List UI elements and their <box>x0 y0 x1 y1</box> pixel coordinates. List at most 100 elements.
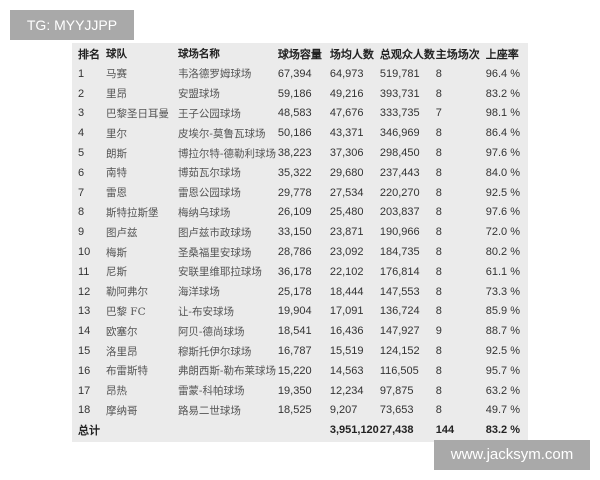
table-cell: 博茹瓦尔球场 <box>177 167 241 180</box>
table-cell: 8 <box>435 364 442 377</box>
table-cell: 勒阿弗尔 <box>105 286 148 299</box>
table-cell: 92.5 % <box>485 345 520 358</box>
table-cell: 96.4 % <box>485 67 520 80</box>
table-row: 15 洛里昂 穆斯托伊尔球场 16,787 15,519 124,152 8 92.5 % <box>72 341 528 361</box>
table-cell: 8 <box>435 305 442 318</box>
table-cell: 18,541 <box>277 325 312 338</box>
table-cell: 83.2 % <box>485 87 520 100</box>
table-cell: 28,786 <box>277 246 312 259</box>
table-cell: 73,653 <box>379 404 414 417</box>
table-cell: 36,178 <box>277 265 312 278</box>
table-cell: 88.7 % <box>485 325 520 338</box>
column-header: 上座率 <box>485 48 519 61</box>
table-cell: 13 <box>78 305 91 318</box>
table-cell: 图卢兹 <box>105 226 138 239</box>
table-cell: 18,525 <box>277 404 312 417</box>
table-cell: 8 <box>435 206 442 219</box>
total-row: 总计 3,951,120 27,438 144 83.2 % <box>72 420 528 440</box>
table-cell: 穆斯托伊尔球场 <box>177 345 252 358</box>
watermark-top: TG: MYYJJPP <box>10 10 134 40</box>
column-header: 球场容量 <box>277 48 322 61</box>
table-cell: 237,443 <box>379 166 420 179</box>
table-cell: 8 <box>435 166 442 179</box>
table-cell: 韦洛德罗姆球场 <box>177 68 252 81</box>
table-cell: 16,436 <box>329 325 364 338</box>
table-cell: 346,969 <box>379 127 420 140</box>
table-cell: 雷蒙-科帕球场 <box>177 385 245 398</box>
column-header: 球场名称 <box>177 48 220 60</box>
table-cell: 11 <box>78 265 90 278</box>
table-cell: 4 <box>78 127 85 140</box>
table-cell: 斯特拉斯堡 <box>105 206 159 219</box>
table-cell: 南特 <box>105 167 127 180</box>
table-row: 17 昂热 雷蒙-科帕球场 19,350 12,234 97,875 8 63.2 % <box>72 381 528 401</box>
watermark-bottom: www.jacksym.com <box>434 440 590 470</box>
table-cell: 3 <box>78 107 85 120</box>
table-cell: 25,178 <box>277 285 312 298</box>
attendance-table: 排名 球队 球场名称 球场容量 场均人数 总观众人数 主场场次 上座率 1 马赛 韦洛德罗姆球场 6… <box>72 43 528 442</box>
table-cell: 203,837 <box>379 206 420 219</box>
table-cell: 35,322 <box>277 166 312 179</box>
table-cell: 尼斯 <box>105 266 127 279</box>
table-cell: 23,871 <box>329 226 364 239</box>
table-cell: 巴黎圣日耳曼 <box>105 107 169 120</box>
table-cell: 巴黎 FC <box>105 305 146 318</box>
table-cell: 8 <box>435 87 442 100</box>
column-header: 球队 <box>105 48 127 60</box>
table-cell: 皮埃尔-莫鲁瓦球场 <box>177 127 266 140</box>
total-cell: 27,438 <box>379 424 414 437</box>
table-cell: 25,480 <box>329 206 364 219</box>
table-cell: 393,731 <box>379 87 420 100</box>
table-cell: 8 <box>435 265 442 278</box>
table-cell: 弗朗西斯-勒布莱球场 <box>177 365 276 378</box>
table-cell: 9 <box>435 325 442 338</box>
table-cell: 64,973 <box>329 67 364 80</box>
table-row: 3 巴黎圣日耳曼 王子公园球场 48,583 47,676 333,735 7 98.1 % <box>72 104 528 124</box>
table-cell: 19,350 <box>277 384 312 397</box>
table-cell: 18,444 <box>329 285 364 298</box>
table-cell: 1 <box>78 67 85 80</box>
total-cell: 83.2 % <box>485 424 520 437</box>
table-cell: 97.6 % <box>485 206 520 219</box>
table-cell: 安联里维耶拉球场 <box>177 266 262 279</box>
table-row: 6 南特 博茹瓦尔球场 35,322 29,680 237,443 8 84.0 % <box>72 163 528 183</box>
table-cell: 8 <box>435 246 442 259</box>
table-cell: 15,519 <box>329 345 364 358</box>
table-row: 16 布雷斯特 弗朗西斯-勒布莱球场 15,220 14,563 116,505 8 95.7… <box>72 361 528 381</box>
table-cell: 里昂 <box>105 88 127 101</box>
table-cell: 136,724 <box>379 305 420 318</box>
table-cell: 61.1 % <box>485 265 520 278</box>
total-cell <box>106 420 178 440</box>
table-cell: 8 <box>435 226 442 239</box>
total-cell <box>178 420 278 440</box>
table-cell: 海洋球场 <box>177 286 220 299</box>
table-cell: 17,091 <box>329 305 364 318</box>
table-cell: 7 <box>78 186 85 199</box>
table-cell: 8 <box>435 345 442 358</box>
table-cell: 路易二世球场 <box>177 404 241 417</box>
table-cell: 让-布安球场 <box>177 305 234 318</box>
table-cell: 雷恩公园球场 <box>177 187 241 200</box>
table-row: 7 雷恩 雷恩公园球场 29,778 27,534 220,270 8 92.5 % <box>72 183 528 203</box>
table-cell: 7 <box>435 107 442 120</box>
table-cell: 48,583 <box>277 107 312 120</box>
table-cell: 298,450 <box>379 147 420 160</box>
table-cell: 圣桑福里安球场 <box>177 246 252 259</box>
table-cell: 10 <box>78 246 91 259</box>
table-cell: 29,680 <box>329 166 364 179</box>
table-cell: 17 <box>78 384 91 397</box>
table-cell: 12,234 <box>329 384 364 397</box>
total-cell: 144 <box>435 424 455 437</box>
table-cell: 72.0 % <box>485 226 520 239</box>
table-row: 8 斯特拉斯堡 梅纳乌球场 26,109 25,480 203,837 8 97.6 % <box>72 203 528 223</box>
table-row: 1 马赛 韦洛德罗姆球场 67,394 64,973 519,781 8 96.4 % <box>72 64 528 84</box>
table-cell: 63.2 % <box>485 384 520 397</box>
table-cell: 15,220 <box>277 364 312 377</box>
total-cell: 总计 <box>78 425 100 438</box>
table-cell: 67,394 <box>277 67 312 80</box>
table-cell: 333,735 <box>379 107 420 120</box>
table-row: 13 巴黎 FC 让-布安球场 19,904 17,091 136,724 8 85.9 % <box>72 302 528 322</box>
table-cell: 里尔 <box>105 127 127 140</box>
table-cell: 97,875 <box>379 384 414 397</box>
total-cell <box>278 420 330 440</box>
